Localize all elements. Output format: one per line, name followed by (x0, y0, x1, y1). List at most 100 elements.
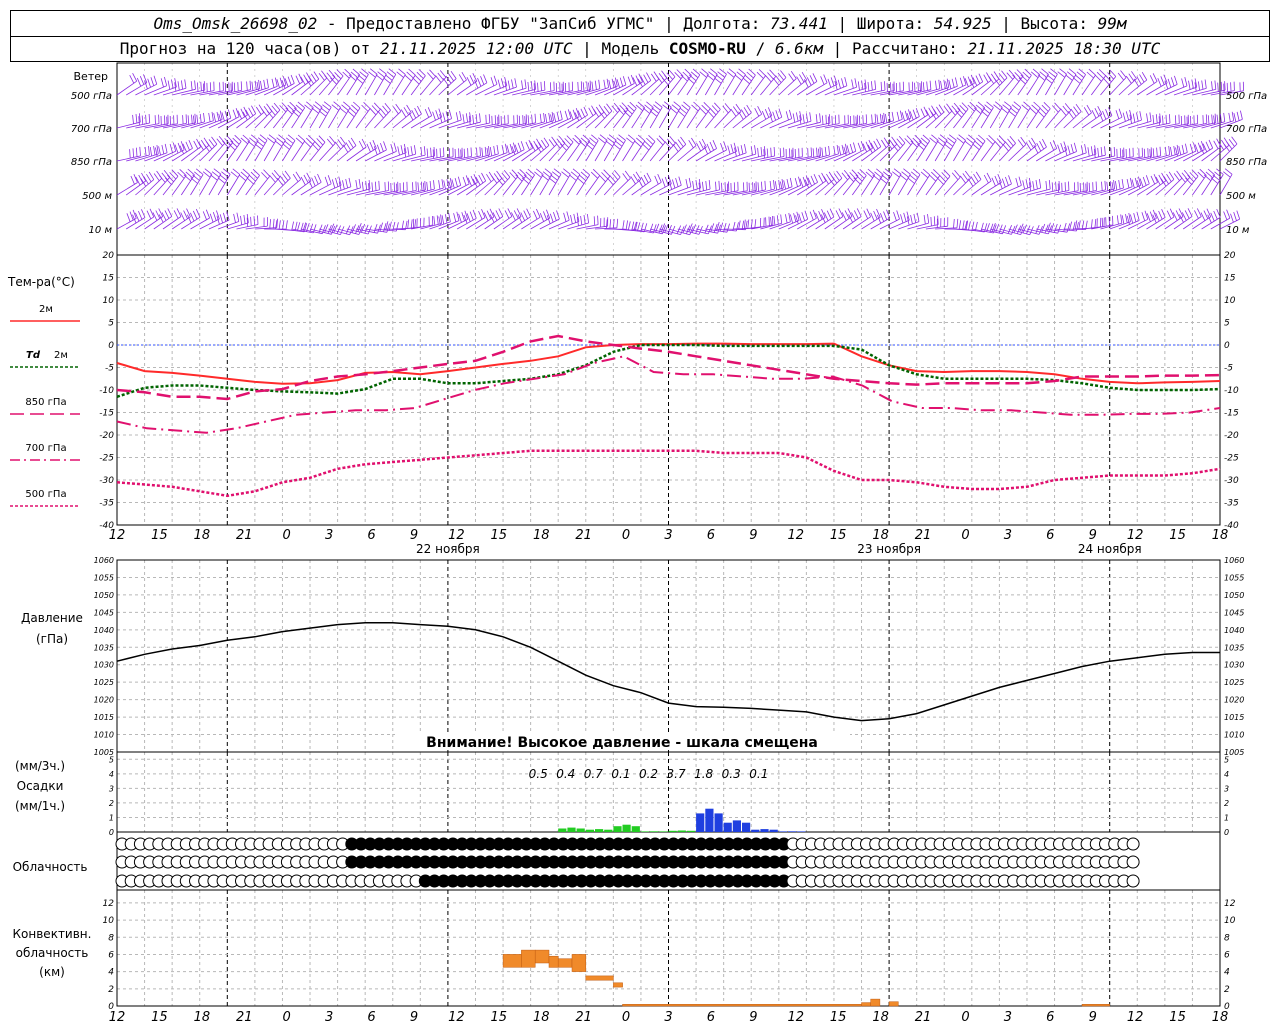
wind-barb (888, 109, 912, 129)
wind-barb (1026, 138, 1047, 162)
press-tick-right: 1020 (1224, 696, 1244, 705)
wind-barb (484, 208, 504, 230)
wind-barb (172, 80, 196, 96)
wind-barb (1210, 137, 1230, 162)
wind-barb (429, 147, 454, 162)
wind-barb (631, 101, 646, 129)
wind-barb (1063, 68, 1077, 96)
wind-barb (631, 172, 652, 196)
press-tick-right: 1045 (1224, 608, 1244, 617)
wind-barb (760, 108, 783, 129)
wind-barb (861, 112, 886, 129)
wind-barb (484, 170, 503, 196)
hour-label-bottom: 3 (325, 1010, 333, 1024)
wind-barb (263, 76, 287, 96)
press-tick-left: 1045 (94, 608, 114, 617)
precip-bar (567, 827, 576, 832)
lon-value: 73.441 (770, 14, 828, 33)
temp-tick-right: -10 (1224, 386, 1239, 396)
temp-tick-left: -15 (99, 409, 114, 419)
wind-barb (162, 169, 179, 196)
wind-barb (502, 169, 519, 196)
wind-barb (466, 114, 491, 129)
wind-barb (125, 209, 146, 230)
wind-barb (190, 81, 215, 96)
forecast-prefix: Прогноз на 120 часа(ов) от (119, 39, 371, 58)
precip-total: 0.3 (722, 767, 741, 781)
wind-barb (778, 211, 800, 230)
temp-tick-right: 10 (1224, 296, 1236, 306)
wind-barb (1035, 68, 1049, 96)
wind-barb (852, 113, 877, 129)
wind-barb (1081, 106, 1103, 129)
wind-barb (1035, 102, 1051, 129)
wind-barb (1155, 144, 1179, 162)
cloud-cover-symbol (1126, 855, 1140, 869)
wind-barb (879, 168, 893, 196)
wind-barb (1155, 114, 1180, 129)
wind-barb (723, 181, 748, 196)
wind-barb (502, 141, 525, 162)
wind-barb (144, 114, 169, 129)
press-tick-left: 1035 (94, 643, 114, 652)
wind-barb (594, 218, 619, 230)
wind-barb (705, 141, 727, 162)
wind-barb (217, 135, 234, 162)
wind-barb (796, 73, 818, 96)
wind-barb (236, 168, 250, 196)
wind-level-right: 850 гПа (1226, 157, 1267, 168)
wind-barb (567, 168, 581, 196)
wind-barb (815, 75, 838, 96)
wind-barb (401, 146, 426, 162)
conv-unit: (км) (39, 965, 65, 979)
wind-barb (493, 114, 518, 129)
station-name: Oms_Omsk_26698_02 (153, 14, 318, 33)
hour-label-top: 3 (664, 528, 672, 543)
wind-barb (1146, 145, 1171, 162)
wind-barb (833, 142, 857, 162)
calc-label: Рассчитано: (851, 39, 958, 58)
wind-barb (1146, 172, 1167, 196)
precip-bar (631, 826, 640, 832)
hour-label-top: 21 (236, 528, 253, 543)
wind-barb (824, 143, 848, 162)
wind-barb (668, 136, 687, 162)
precip-bar (613, 826, 622, 832)
wind-barb (760, 69, 777, 96)
temp-tick-right: -35 (1224, 499, 1239, 509)
wind-barb (558, 212, 580, 230)
temp-tick-left: -35 (99, 499, 114, 509)
wind-barb (144, 170, 163, 196)
wind-barb (1082, 180, 1106, 196)
wind-barb (842, 141, 865, 162)
wind-barb (374, 181, 399, 196)
precip-bar (668, 830, 677, 832)
header-row-1: Oms_Omsk_26698_02 - Предоставлено ФГБУ "… (11, 11, 1269, 37)
hour-label-bottom: 18 (533, 1010, 550, 1024)
wind-barb (1210, 209, 1231, 230)
lat-label: Широта: (856, 14, 925, 33)
wind-barb (466, 74, 488, 96)
wind-barb (410, 69, 426, 96)
hour-label-bottom: 21 (915, 1010, 932, 1024)
hour-label-top: 0 (283, 528, 291, 543)
wind-barb (318, 136, 336, 162)
wind-barb (126, 113, 151, 129)
press-tick-left: 1005 (94, 748, 114, 757)
press-tick-right: 1025 (1224, 678, 1244, 687)
precip-bar (622, 824, 631, 832)
temp-tick-right: 15 (1224, 274, 1236, 284)
precip-total: 0.5 (529, 767, 548, 781)
wind-barb (787, 210, 809, 230)
wind-barb (1044, 68, 1058, 96)
precip-tick-left: 1 (109, 813, 114, 822)
precip-title: Осадки (17, 779, 64, 793)
wind-barb (1127, 175, 1150, 196)
wind-barb (990, 175, 1012, 196)
wind-barb (824, 114, 849, 129)
wind-barb (999, 69, 1016, 96)
precip-tick-right: 0 (1224, 828, 1229, 837)
wind-barb (604, 76, 627, 96)
wind-barb (493, 78, 517, 96)
wind-barb (135, 208, 155, 230)
